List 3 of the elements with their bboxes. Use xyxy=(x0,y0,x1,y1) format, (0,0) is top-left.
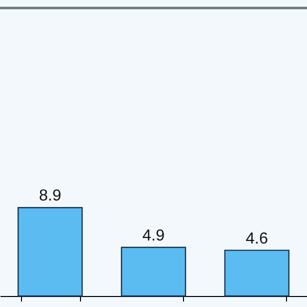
data-label: 8.9 xyxy=(39,188,62,205)
data-label: 4.6 xyxy=(246,230,268,248)
data-label: 4.9 xyxy=(142,227,165,244)
